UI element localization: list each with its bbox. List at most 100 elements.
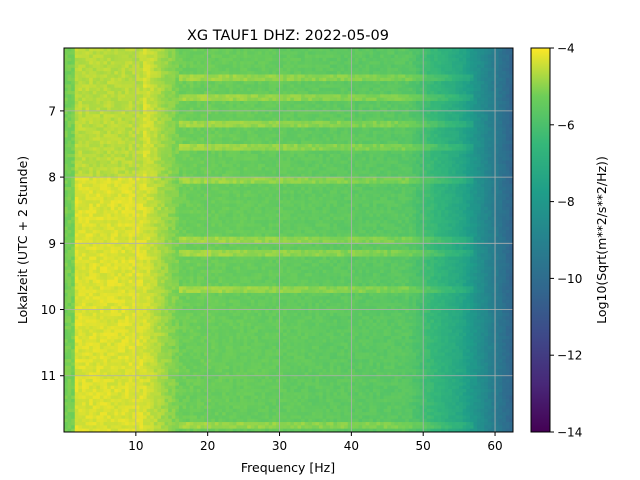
- heatmap-cell: [218, 84, 223, 89]
- heatmap-cell: [336, 61, 342, 66]
- heatmap-cell: [261, 74, 266, 79]
- heatmap-cell: [362, 74, 367, 79]
- heatmap-cell: [365, 84, 370, 89]
- heatmap-cell: [103, 91, 108, 95]
- heatmap-cell: [240, 48, 245, 52]
- heatmap-cell: [78, 81, 83, 86]
- heatmap-cell: [358, 87, 363, 92]
- heatmap-cell: [383, 74, 388, 79]
- heatmap-cell: [509, 87, 513, 92]
- heatmap-cell: [344, 87, 349, 92]
- heatmap-cell: [408, 61, 414, 66]
- heatmap-cell: [114, 61, 119, 66]
- heatmap-cell: [394, 61, 399, 66]
- heatmap-cell: [473, 74, 478, 79]
- heatmap-cell: [383, 91, 388, 95]
- heatmap-cell: [484, 84, 489, 89]
- heatmap-cell: [297, 67, 302, 72]
- heatmap-cell: [380, 54, 385, 59]
- heatmap-cell: [480, 57, 485, 62]
- heatmap-cell: [351, 67, 356, 72]
- heatmap-cell: [279, 71, 284, 76]
- heatmap-cell: [196, 84, 202, 89]
- heatmap-cell: [311, 84, 317, 89]
- heatmap-cell: [168, 57, 173, 62]
- heatmap-cell: [240, 67, 245, 72]
- heatmap-cell: [143, 48, 148, 52]
- heatmap-cell: [469, 61, 475, 66]
- heatmap-cell: [211, 91, 216, 95]
- heatmap-cell: [308, 61, 313, 66]
- heatmap-cell: [211, 77, 216, 82]
- heatmap-cell: [365, 81, 370, 86]
- heatmap-cell: [257, 84, 263, 89]
- heatmap-cell: [369, 91, 374, 95]
- heatmap-cell: [96, 91, 101, 95]
- heatmap-cell: [304, 91, 309, 95]
- heatmap-cell: [466, 48, 471, 52]
- heatmap-cell: [369, 74, 374, 79]
- heatmap-cell: [398, 77, 403, 82]
- heatmap-cell: [437, 54, 442, 59]
- heatmap-cell: [157, 81, 162, 86]
- heatmap-cell: [301, 51, 306, 56]
- heatmap-cell: [301, 74, 306, 79]
- heatmap-cell: [103, 67, 108, 72]
- heatmap-cell: [279, 81, 284, 86]
- heatmap-cell: [153, 64, 158, 69]
- heatmap-cell: [128, 64, 133, 69]
- heatmap-cell: [175, 71, 180, 76]
- heatmap-cell: [139, 64, 144, 69]
- heatmap-cell: [178, 87, 184, 92]
- heatmap-cell: [128, 77, 133, 82]
- heatmap-cell: [336, 71, 342, 76]
- heatmap-cell: [117, 48, 123, 52]
- heatmap-cell: [491, 74, 496, 79]
- heatmap-cell: [225, 51, 230, 56]
- heatmap-cell: [232, 64, 238, 69]
- heatmap-cell: [150, 77, 155, 82]
- heatmap-cell: [487, 51, 493, 56]
- heatmap-cell: [301, 48, 306, 52]
- heatmap-cell: [433, 81, 439, 86]
- heatmap-cell: [85, 81, 90, 86]
- heatmap-cell: [380, 74, 385, 79]
- heatmap-cell: [322, 87, 327, 92]
- heatmap-cell: [322, 81, 327, 86]
- heatmap-cell: [196, 48, 202, 52]
- heatmap-cell: [275, 91, 281, 95]
- heatmap-cell: [322, 64, 327, 69]
- heatmap-cell: [380, 61, 385, 66]
- heatmap-cell: [502, 51, 507, 56]
- heatmap-cell: [171, 84, 176, 89]
- heatmap-cell: [354, 64, 360, 69]
- heatmap-cell: [347, 77, 352, 82]
- heatmap-cell: [466, 84, 471, 89]
- heatmap-cell: [502, 67, 507, 72]
- heatmap-cell: [459, 84, 464, 89]
- heatmap-cell: [275, 57, 281, 62]
- heatmap-cell: [394, 54, 399, 59]
- heatmap-cell: [311, 87, 317, 92]
- heatmap-cell: [394, 48, 399, 52]
- heatmap-cell: [225, 87, 230, 92]
- heatmap-cell: [171, 48, 176, 52]
- heatmap-cell: [272, 71, 277, 76]
- heatmap-cell: [286, 48, 291, 52]
- heatmap-cell: [171, 74, 176, 79]
- heatmap-cell: [466, 57, 471, 62]
- heatmap-cell: [218, 87, 223, 92]
- heatmap-cell: [283, 74, 288, 79]
- heatmap-cell: [473, 64, 478, 69]
- heatmap-cell: [416, 48, 421, 52]
- heatmap-cell: [139, 67, 144, 72]
- heatmap-cell: [372, 51, 378, 56]
- heatmap-cell: [81, 91, 87, 95]
- heatmap-cell: [459, 64, 464, 69]
- heatmap-cell: [272, 77, 277, 82]
- heatmap-cell: [247, 87, 252, 92]
- heatmap-cell: [265, 48, 270, 52]
- heatmap-cell: [128, 81, 133, 86]
- heatmap-cell: [225, 48, 230, 52]
